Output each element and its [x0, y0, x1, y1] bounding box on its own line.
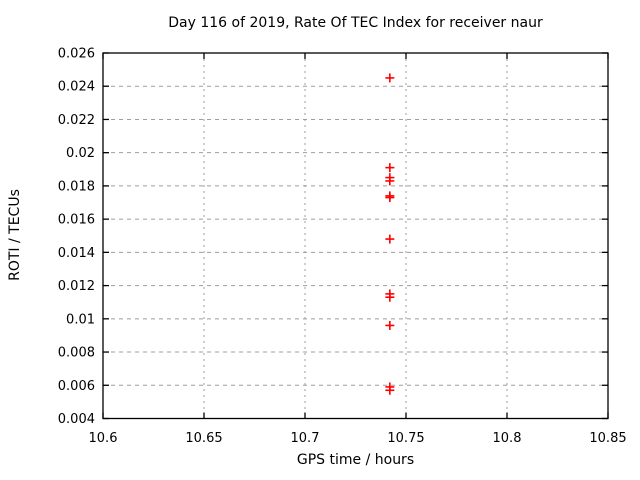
x-tick-label: 10.85	[589, 431, 626, 446]
x-axis-label: GPS time / hours	[296, 452, 415, 468]
y-tick-label: 0.008	[58, 346, 95, 361]
x-tick-label: 10.75	[387, 431, 424, 446]
y-tick-label: 0.026	[58, 47, 95, 62]
data-point-marker	[385, 320, 395, 330]
plot-border	[102, 52, 609, 420]
data-point-marker	[385, 234, 395, 244]
chart-title: Day 116 of 2019, Rate Of TEC Index for r…	[168, 15, 543, 31]
y-tick-label: 0.014	[58, 246, 95, 261]
data-point-marker	[385, 73, 395, 83]
data-point-marker	[385, 193, 395, 203]
y-tick-label: 0.016	[58, 213, 95, 228]
y-tick-label: 0.022	[58, 113, 95, 128]
y-tick-label: 0.006	[58, 379, 95, 394]
y-tick-label: 0.02	[66, 146, 95, 161]
data-point-marker	[385, 292, 395, 302]
y-tick-label: 0.01	[66, 312, 95, 327]
y-tick-label: 0.024	[58, 80, 95, 95]
y-tick-label: 0.012	[58, 279, 95, 294]
x-tick-label: 10.7	[291, 431, 320, 446]
data-point-marker	[385, 163, 395, 173]
data-point-marker	[385, 385, 395, 395]
x-tick-label: 10.6	[89, 431, 118, 446]
y-tick-label: 0.018	[58, 179, 95, 194]
data-point-marker	[385, 176, 395, 186]
x-tick-label: 10.8	[493, 431, 522, 446]
y-tick-label: 0.004	[58, 412, 95, 427]
x-tick-label: 10.65	[185, 431, 222, 446]
